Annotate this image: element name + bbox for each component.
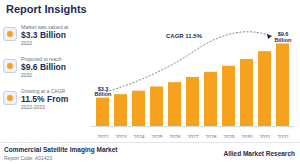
html-text:2022-2032: 2022-2032 <box>21 104 45 110</box>
svg-text:2029: 2029 <box>223 134 234 138</box>
svg-text:2023: 2023 <box>115 134 126 138</box>
html-text:Allied Market Research: Allied Market Research <box>223 150 295 157</box>
svg-text:2022: 2022 <box>97 134 108 138</box>
html-text:Commercial Satellite Imaging M: Commercial Satellite Imaging Market <box>4 146 118 153</box>
svg-text:2032: 2032 <box>277 134 288 138</box>
html-text:Market was valued at: Market was valued at <box>21 24 69 30</box>
svg-text:2031: 2031 <box>259 134 270 138</box>
svg-text:2026: 2026 <box>169 134 180 138</box>
html-text:11.5% From: 11.5% From <box>21 94 69 104</box>
html-text:Report Insights: Report Insights <box>6 3 87 15</box>
svg-text:2025: 2025 <box>151 134 162 138</box>
svg-text:$3.3Billion: $3.3Billion <box>95 86 112 98</box>
html-text:$9.6 Billion: $9.6 Billion <box>21 62 66 72</box>
svg-text:2024: 2024 <box>133 134 144 138</box>
html-text:$3.3 Billion: $3.3 Billion <box>21 30 66 40</box>
html-text:Growing at a CAGR: Growing at a CAGR <box>21 88 66 94</box>
html-text:2032: 2032 <box>21 72 33 78</box>
svg-text:2027: 2027 <box>187 134 198 138</box>
html-text:Projected to reach: Projected to reach <box>21 56 62 62</box>
html-text:CAGR 11.5%: CAGR 11.5% <box>166 33 202 39</box>
svg-text:$9.6Billion: $9.6Billion <box>275 31 292 43</box>
html-text:2022: 2022 <box>21 40 33 46</box>
svg-text:2028: 2028 <box>205 134 216 138</box>
svg-text:2030: 2030 <box>241 134 252 138</box>
html-text:Report Code: A01423: Report Code: A01423 <box>4 155 53 161</box>
